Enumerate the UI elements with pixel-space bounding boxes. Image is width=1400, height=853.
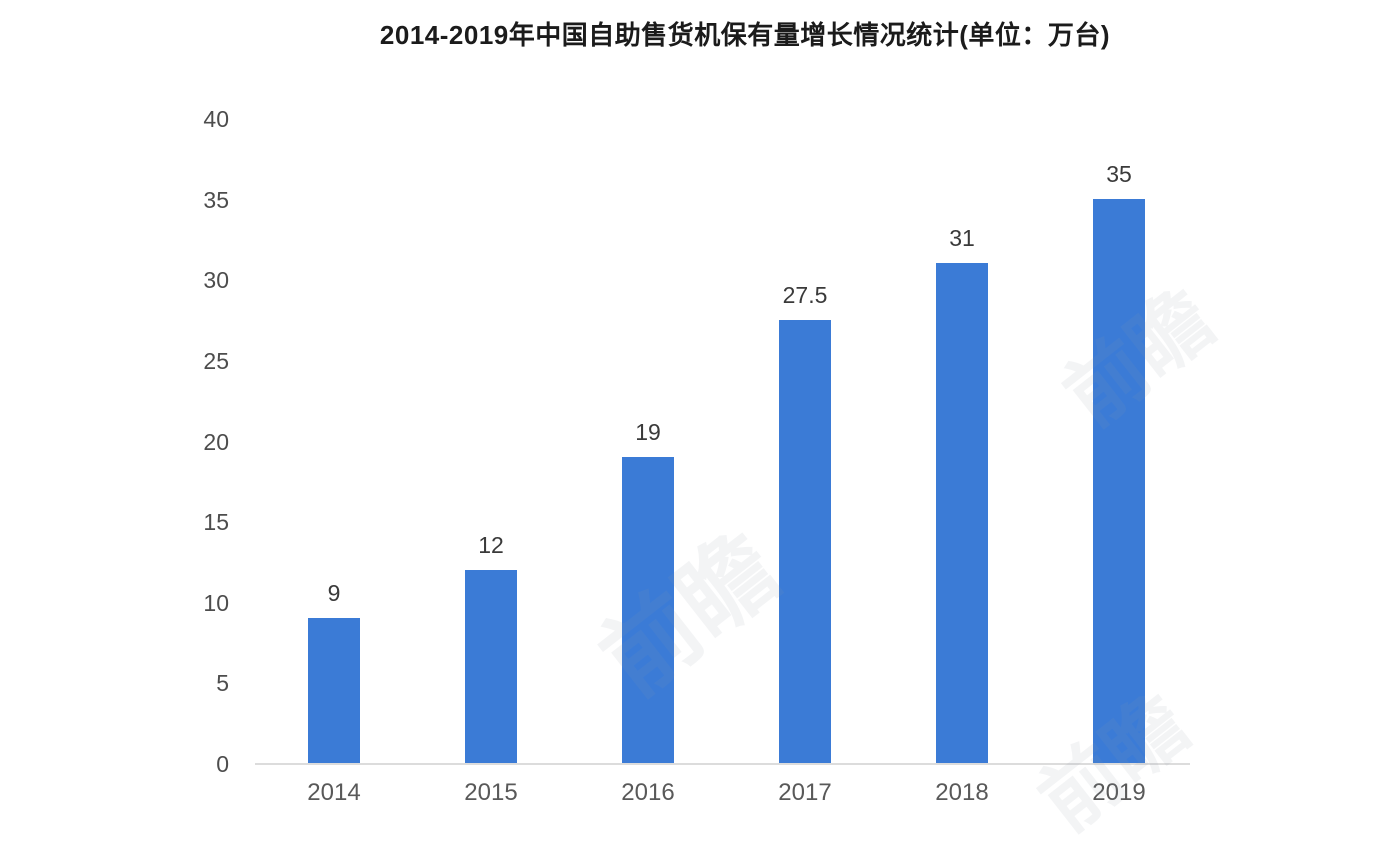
bar-value-label: 31 (949, 225, 975, 252)
bar-value-label: 12 (478, 531, 504, 558)
y-tick-label: 35 (203, 186, 229, 213)
y-tick-label: 20 (203, 428, 229, 455)
bar-value-label: 19 (635, 418, 661, 445)
y-tick-label: 30 (203, 267, 229, 294)
y-tick-label: 40 (203, 106, 229, 132)
y-tick-label: 0 (216, 751, 229, 777)
y-tick-label: 5 (216, 670, 229, 697)
bar-value-label: 35 (1106, 160, 1132, 187)
x-axis-label: 2019 (1092, 779, 1146, 806)
x-axis-label: 2014 (307, 779, 361, 806)
x-axis-label: 2016 (621, 779, 675, 806)
y-tick-label: 10 (203, 589, 229, 616)
bar-2018 (936, 263, 988, 763)
plot-area: 0 5 10 15 20 25 30 35 40 9 2014 12 2015 19 2016 27.5 201… (203, 106, 1190, 806)
bar-2016 (622, 456, 674, 763)
bar-value-label: 9 (327, 579, 341, 606)
bar-value-label: 27.5 (782, 281, 828, 308)
bar-2015 (465, 569, 517, 763)
y-tick-label: 15 (203, 509, 229, 536)
chart-title: 2014-2019年中国自助售货机保有量增长情况统计(单位：万台) (379, 20, 1111, 50)
y-tick-label: 25 (203, 347, 229, 374)
bar-2014 (308, 617, 360, 763)
x-axis-label: 2015 (464, 779, 518, 806)
x-axis-label: 2018 (935, 779, 989, 806)
bar-2019 (1093, 198, 1145, 763)
bar-2017 (779, 319, 831, 763)
x-axis-label: 2017 (778, 779, 832, 806)
